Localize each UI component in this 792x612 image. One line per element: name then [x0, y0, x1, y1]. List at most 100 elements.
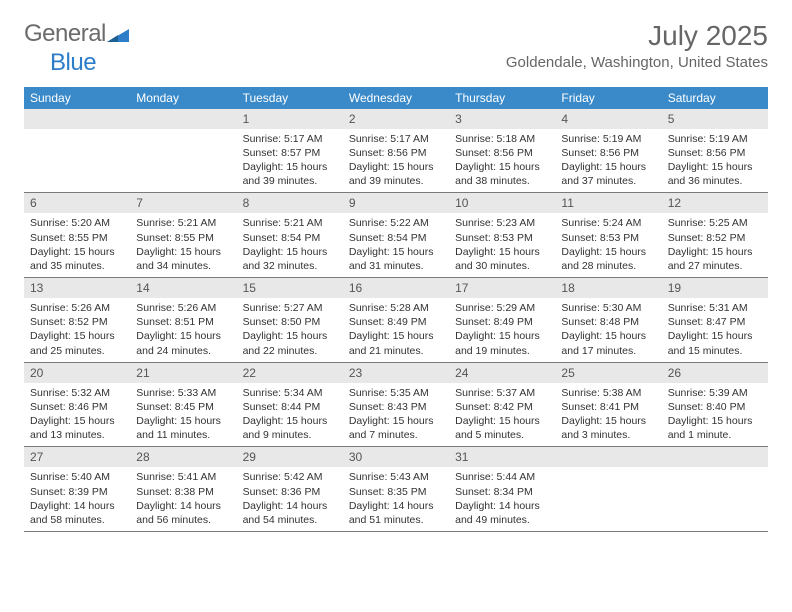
- day-cell: 2Sunrise: 5:17 AMSunset: 8:56 PMDaylight…: [343, 109, 449, 193]
- day-number: 14: [130, 278, 236, 298]
- day-details: Sunrise: 5:19 AMSunset: 8:56 PMDaylight:…: [662, 129, 768, 193]
- day-number: 24: [449, 363, 555, 383]
- weekday-header: Tuesday: [237, 87, 343, 109]
- day-number: 13: [24, 278, 130, 298]
- day-number: 2: [343, 109, 449, 129]
- calendar-table: SundayMondayTuesdayWednesdayThursdayFrid…: [24, 87, 768, 532]
- day-details: Sunrise: 5:22 AMSunset: 8:54 PMDaylight:…: [343, 213, 449, 277]
- day-details: Sunrise: 5:42 AMSunset: 8:36 PMDaylight:…: [237, 467, 343, 531]
- day-number: 21: [130, 363, 236, 383]
- day-cell: 6Sunrise: 5:20 AMSunset: 8:55 PMDaylight…: [24, 193, 130, 278]
- day-details: Sunrise: 5:21 AMSunset: 8:54 PMDaylight:…: [237, 213, 343, 277]
- day-details: Sunrise: 5:17 AMSunset: 8:56 PMDaylight:…: [343, 129, 449, 193]
- calendar-body: 1Sunrise: 5:17 AMSunset: 8:57 PMDaylight…: [24, 109, 768, 532]
- day-details: Sunrise: 5:17 AMSunset: 8:57 PMDaylight:…: [237, 129, 343, 193]
- brand-text-1: General: [24, 20, 106, 47]
- day-cell: 16Sunrise: 5:28 AMSunset: 8:49 PMDayligh…: [343, 278, 449, 363]
- weekday-row: SundayMondayTuesdayWednesdayThursdayFrid…: [24, 87, 768, 109]
- day-cell: 18Sunrise: 5:30 AMSunset: 8:48 PMDayligh…: [555, 278, 661, 363]
- day-number: 25: [555, 363, 661, 383]
- day-cell: 1Sunrise: 5:17 AMSunset: 8:57 PMDaylight…: [237, 109, 343, 193]
- day-details: Sunrise: 5:38 AMSunset: 8:41 PMDaylight:…: [555, 383, 661, 447]
- day-cell: 29Sunrise: 5:42 AMSunset: 8:36 PMDayligh…: [237, 447, 343, 532]
- day-cell: 5Sunrise: 5:19 AMSunset: 8:56 PMDaylight…: [662, 109, 768, 193]
- brand-logo: General Blue: [24, 20, 129, 77]
- day-number: 28: [130, 447, 236, 467]
- day-cell: 20Sunrise: 5:32 AMSunset: 8:46 PMDayligh…: [24, 362, 130, 447]
- month-title: July 2025: [506, 20, 768, 52]
- day-details: Sunrise: 5:18 AMSunset: 8:56 PMDaylight:…: [449, 129, 555, 193]
- weekday-header: Monday: [130, 87, 236, 109]
- day-details: Sunrise: 5:40 AMSunset: 8:39 PMDaylight:…: [24, 467, 130, 531]
- day-number: 4: [555, 109, 661, 129]
- day-cell: 7Sunrise: 5:21 AMSunset: 8:55 PMDaylight…: [130, 193, 236, 278]
- weekday-header: Wednesday: [343, 87, 449, 109]
- day-cell: 12Sunrise: 5:25 AMSunset: 8:52 PMDayligh…: [662, 193, 768, 278]
- day-cell: 30Sunrise: 5:43 AMSunset: 8:35 PMDayligh…: [343, 447, 449, 532]
- brand-triangle-icon: [107, 21, 129, 49]
- weekday-header: Sunday: [24, 87, 130, 109]
- day-details: Sunrise: 5:30 AMSunset: 8:48 PMDaylight:…: [555, 298, 661, 362]
- brand-text: General Blue: [24, 20, 129, 77]
- day-details: Sunrise: 5:28 AMSunset: 8:49 PMDaylight:…: [343, 298, 449, 362]
- day-cell: 28Sunrise: 5:41 AMSunset: 8:38 PMDayligh…: [130, 447, 236, 532]
- calendar-row: 20Sunrise: 5:32 AMSunset: 8:46 PMDayligh…: [24, 362, 768, 447]
- day-details: Sunrise: 5:33 AMSunset: 8:45 PMDaylight:…: [130, 383, 236, 447]
- day-details: Sunrise: 5:29 AMSunset: 8:49 PMDaylight:…: [449, 298, 555, 362]
- weekday-header: Saturday: [662, 87, 768, 109]
- day-cell: 4Sunrise: 5:19 AMSunset: 8:56 PMDaylight…: [555, 109, 661, 193]
- day-number: 22: [237, 363, 343, 383]
- day-number: 10: [449, 193, 555, 213]
- day-details: Sunrise: 5:27 AMSunset: 8:50 PMDaylight:…: [237, 298, 343, 362]
- day-number: 1: [237, 109, 343, 129]
- day-cell: 21Sunrise: 5:33 AMSunset: 8:45 PMDayligh…: [130, 362, 236, 447]
- calendar-head: SundayMondayTuesdayWednesdayThursdayFrid…: [24, 87, 768, 109]
- calendar-row: 13Sunrise: 5:26 AMSunset: 8:52 PMDayligh…: [24, 278, 768, 363]
- title-block: July 2025 Goldendale, Washington, United…: [506, 20, 768, 71]
- day-cell: 17Sunrise: 5:29 AMSunset: 8:49 PMDayligh…: [449, 278, 555, 363]
- day-cell: 9Sunrise: 5:22 AMSunset: 8:54 PMDaylight…: [343, 193, 449, 278]
- calendar-row: 6Sunrise: 5:20 AMSunset: 8:55 PMDaylight…: [24, 193, 768, 278]
- day-number: 29: [237, 447, 343, 467]
- day-cell: 22Sunrise: 5:34 AMSunset: 8:44 PMDayligh…: [237, 362, 343, 447]
- day-number: 23: [343, 363, 449, 383]
- empty-cell: [555, 447, 661, 532]
- empty-cell: [130, 109, 236, 193]
- day-details: Sunrise: 5:44 AMSunset: 8:34 PMDaylight:…: [449, 467, 555, 531]
- day-number: 27: [24, 447, 130, 467]
- brand-text-2: Blue: [50, 49, 96, 76]
- day-cell: 23Sunrise: 5:35 AMSunset: 8:43 PMDayligh…: [343, 362, 449, 447]
- day-details: Sunrise: 5:23 AMSunset: 8:53 PMDaylight:…: [449, 213, 555, 277]
- day-cell: 24Sunrise: 5:37 AMSunset: 8:42 PMDayligh…: [449, 362, 555, 447]
- day-number: 11: [555, 193, 661, 213]
- calendar-row: 1Sunrise: 5:17 AMSunset: 8:57 PMDaylight…: [24, 109, 768, 193]
- day-cell: 11Sunrise: 5:24 AMSunset: 8:53 PMDayligh…: [555, 193, 661, 278]
- day-details: Sunrise: 5:20 AMSunset: 8:55 PMDaylight:…: [24, 213, 130, 277]
- day-details: Sunrise: 5:34 AMSunset: 8:44 PMDaylight:…: [237, 383, 343, 447]
- empty-cell: [24, 109, 130, 193]
- empty-cell: [662, 447, 768, 532]
- empty-daynum: [555, 447, 661, 467]
- day-number: 7: [130, 193, 236, 213]
- day-details: Sunrise: 5:26 AMSunset: 8:51 PMDaylight:…: [130, 298, 236, 362]
- day-cell: 31Sunrise: 5:44 AMSunset: 8:34 PMDayligh…: [449, 447, 555, 532]
- day-details: Sunrise: 5:31 AMSunset: 8:47 PMDaylight:…: [662, 298, 768, 362]
- day-cell: 8Sunrise: 5:21 AMSunset: 8:54 PMDaylight…: [237, 193, 343, 278]
- day-details: Sunrise: 5:35 AMSunset: 8:43 PMDaylight:…: [343, 383, 449, 447]
- day-number: 9: [343, 193, 449, 213]
- day-number: 5: [662, 109, 768, 129]
- day-number: 20: [24, 363, 130, 383]
- day-details: Sunrise: 5:32 AMSunset: 8:46 PMDaylight:…: [24, 383, 130, 447]
- day-cell: 27Sunrise: 5:40 AMSunset: 8:39 PMDayligh…: [24, 447, 130, 532]
- day-number: 26: [662, 363, 768, 383]
- day-details: Sunrise: 5:25 AMSunset: 8:52 PMDaylight:…: [662, 213, 768, 277]
- day-number: 6: [24, 193, 130, 213]
- empty-daynum: [130, 109, 236, 129]
- day-number: 3: [449, 109, 555, 129]
- day-details: Sunrise: 5:21 AMSunset: 8:55 PMDaylight:…: [130, 213, 236, 277]
- day-cell: 10Sunrise: 5:23 AMSunset: 8:53 PMDayligh…: [449, 193, 555, 278]
- day-cell: 26Sunrise: 5:39 AMSunset: 8:40 PMDayligh…: [662, 362, 768, 447]
- day-number: 31: [449, 447, 555, 467]
- day-number: 30: [343, 447, 449, 467]
- day-number: 8: [237, 193, 343, 213]
